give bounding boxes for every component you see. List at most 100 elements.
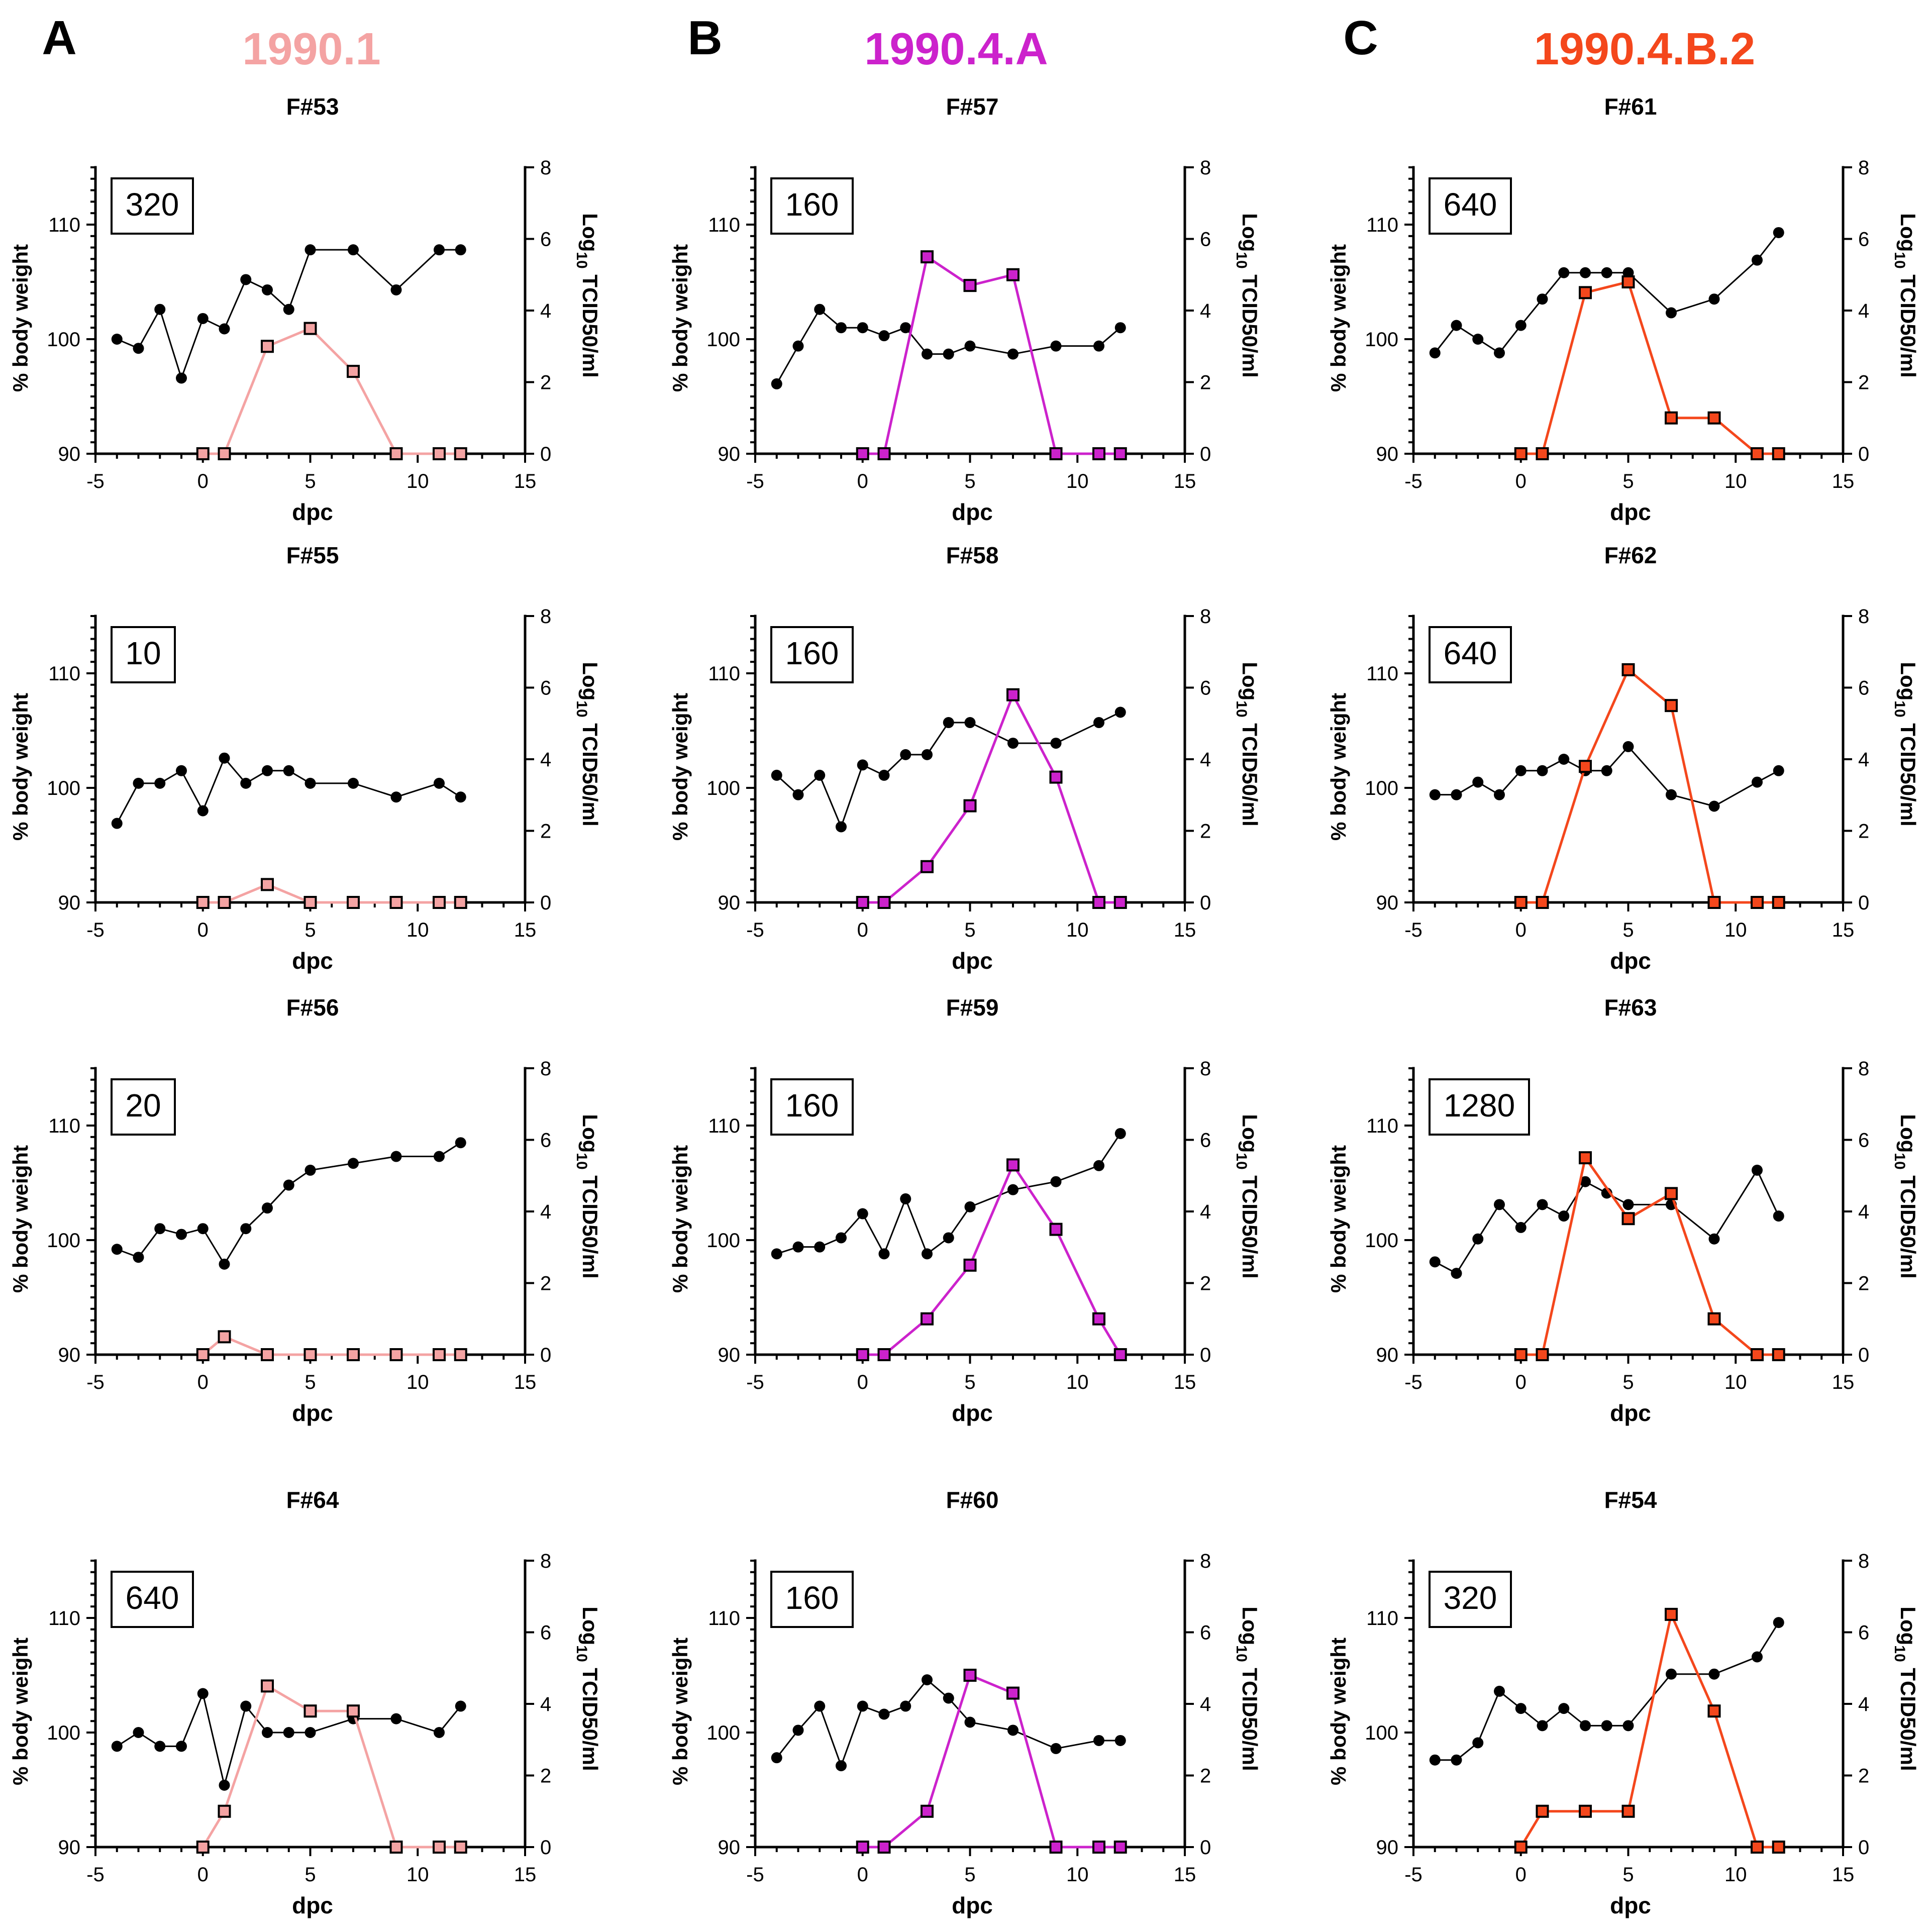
data-point <box>1006 1686 1020 1700</box>
x-tick-label: 10 <box>406 919 429 941</box>
x-axis-label: dpc <box>952 499 993 525</box>
series-body-weight <box>771 706 1126 833</box>
data-point <box>1114 1128 1126 1139</box>
data-point <box>1772 1841 1785 1854</box>
series-virus-titer <box>856 250 1127 460</box>
titer-value: 160 <box>785 635 839 671</box>
data-point <box>197 805 209 817</box>
data-point <box>922 749 933 760</box>
data-point <box>283 1727 294 1738</box>
data-point <box>1092 1841 1105 1854</box>
x-tick-label: 5 <box>1622 1371 1634 1393</box>
data-point <box>1665 699 1678 713</box>
data-point <box>434 1151 445 1162</box>
data-point <box>1494 1685 1505 1697</box>
x-tick-label: 5 <box>1622 470 1634 492</box>
data-point <box>792 1724 804 1736</box>
data-point <box>964 340 976 352</box>
data-point <box>1752 1651 1763 1663</box>
x-tick-label: 0 <box>197 470 209 492</box>
series-body-weight <box>1429 1164 1784 1279</box>
data-point <box>1050 1743 1062 1754</box>
x-axis-label: dpc <box>292 1892 333 1918</box>
data-point <box>304 1164 316 1176</box>
data-point <box>1537 765 1548 776</box>
y-axis-label: % body weight <box>1327 693 1350 841</box>
series-line <box>202 1335 461 1356</box>
x-tick-label: 15 <box>1832 1864 1855 1886</box>
y2-tick-label: 6 <box>540 229 551 251</box>
data-point <box>1707 1704 1721 1718</box>
y2-tick-label: 6 <box>1858 677 1869 699</box>
x-tick-label: 0 <box>1515 470 1527 492</box>
data-point <box>347 365 360 378</box>
data-point <box>1536 1804 1549 1818</box>
data-point <box>303 322 317 335</box>
y2-tick-label: 4 <box>1858 1201 1869 1223</box>
data-point <box>943 1232 954 1244</box>
data-point <box>1049 1223 1063 1236</box>
data-point <box>921 250 934 264</box>
y2-tick-label: 2 <box>540 372 551 394</box>
x-tick-label: 15 <box>514 919 537 941</box>
data-point <box>878 330 890 342</box>
titer-box <box>770 177 854 235</box>
data-point <box>240 274 252 285</box>
data-point <box>1666 789 1677 800</box>
x-tick-label: 0 <box>857 1371 868 1393</box>
x-tick-label: -5 <box>86 470 105 492</box>
series-line <box>202 327 461 455</box>
y2-tick-label: 8 <box>1200 1058 1211 1080</box>
data-point <box>133 1727 144 1738</box>
x-tick-label: 0 <box>1515 1864 1527 1886</box>
titer-box <box>1429 626 1512 683</box>
data-point <box>390 1151 402 1162</box>
x-tick-label: 5 <box>964 1864 975 1886</box>
data-point <box>1113 447 1127 460</box>
x-tick-label: 10 <box>1066 919 1089 941</box>
titer-value: 160 <box>785 1087 839 1124</box>
data-point <box>1429 1256 1441 1268</box>
data-point <box>921 1804 934 1818</box>
data-point <box>1451 1268 1462 1279</box>
data-point <box>1494 789 1505 800</box>
y2-tick-label: 8 <box>1858 1058 1869 1080</box>
data-point <box>196 1841 210 1854</box>
data-point <box>856 447 869 460</box>
x-tick-label: -5 <box>746 1864 764 1886</box>
y2-tick-label: 2 <box>1858 372 1869 394</box>
y-axis-label: % body weight <box>668 1638 692 1785</box>
x-axis-label: dpc <box>292 1400 333 1426</box>
data-point <box>261 878 274 891</box>
titer-box <box>111 626 176 683</box>
data-point <box>1772 1348 1785 1361</box>
data-point <box>771 769 782 781</box>
data-point <box>1773 765 1784 776</box>
y-tick-label: 100 <box>706 777 740 799</box>
y-axis-label: % body weight <box>9 1145 32 1293</box>
y2-tick-label: 0 <box>540 443 551 465</box>
chart-panel-f54: F#54 -5 0 5 10 15 90 100 110 0 2 4 6 8 dpc % body weigh… <box>1327 1487 1920 1918</box>
data-point <box>389 447 403 460</box>
data-point <box>154 777 166 789</box>
chart-panel-f57: F#57 -5 0 5 10 15 90 100 110 0 2 4 6 8 dpc % body weigh… <box>668 93 1262 525</box>
x-tick-label: 5 <box>1622 919 1634 941</box>
data-point <box>390 1713 402 1724</box>
data-point <box>1114 1735 1126 1746</box>
data-point <box>1601 267 1612 278</box>
data-point <box>963 1258 977 1272</box>
data-point <box>454 1841 467 1854</box>
titer-value: 1280 <box>1444 1087 1515 1124</box>
data-point <box>219 752 230 764</box>
data-point <box>433 896 446 909</box>
data-point <box>390 791 402 803</box>
data-point <box>455 791 466 803</box>
y2-tick-label: 8 <box>540 605 551 628</box>
y-tick-label: 110 <box>708 1607 740 1630</box>
x-tick-label: 10 <box>406 1371 429 1393</box>
x-tick-label: 10 <box>1066 470 1089 492</box>
y2-tick-label: 4 <box>1858 300 1869 322</box>
data-point <box>154 1741 166 1752</box>
y-tick-label: 110 <box>48 214 80 236</box>
x-tick-label: -5 <box>86 919 105 941</box>
